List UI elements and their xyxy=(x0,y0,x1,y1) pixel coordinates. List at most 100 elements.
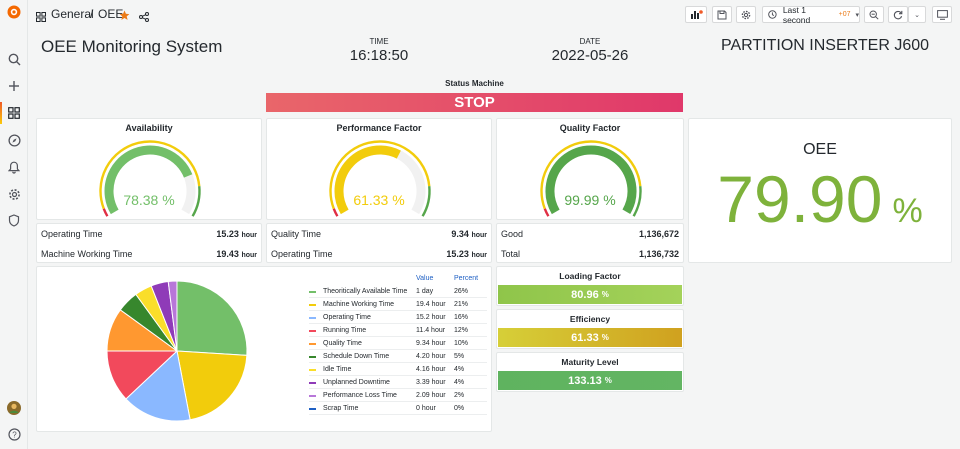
legend-color-swatch xyxy=(309,304,316,306)
chevron-down-icon: ⌄ xyxy=(914,11,920,19)
pie-slice xyxy=(125,350,191,422)
legend-label: Running Time xyxy=(323,327,367,334)
user-avatar[interactable] xyxy=(6,400,22,416)
gauge-threshold-green xyxy=(191,186,201,217)
legend-percent: 4% xyxy=(454,366,465,373)
legend-percent: 12% xyxy=(454,327,469,334)
legend-label: Scrap Time xyxy=(323,405,359,412)
good-value: 1,136,672 xyxy=(638,229,679,239)
legend-label: Operating Time xyxy=(323,314,371,321)
legend-color-swatch xyxy=(309,330,316,332)
clock-icon xyxy=(768,10,777,19)
loading-factor-value: 80.96 xyxy=(571,288,599,301)
sidebar-active-indicator xyxy=(0,102,2,124)
dashboards-grid-icon[interactable] xyxy=(36,9,46,27)
star-icon[interactable] xyxy=(119,8,130,26)
explore-compass-icon[interactable] xyxy=(6,132,22,148)
legend-item[interactable]: Unplanned Downtime 3.39 hour 4% xyxy=(309,376,487,389)
efficiency-title: Efficiency xyxy=(569,314,611,324)
legend-item[interactable]: Scrap Time 0 hour 0% xyxy=(309,402,487,415)
availability-panel: Availability 78.38 % xyxy=(36,118,262,220)
legend-percent: 10% xyxy=(454,340,469,347)
pie-slice xyxy=(176,350,248,421)
zoom-out-button[interactable] xyxy=(864,6,884,23)
legend-item[interactable]: Operating Time 15.2 hour 16% xyxy=(309,311,487,324)
plus-icon[interactable] xyxy=(6,78,22,94)
legend-color-swatch xyxy=(309,382,316,384)
gauge-value-arc xyxy=(545,145,637,215)
legend-percent: 5% xyxy=(454,353,465,360)
breadcrumb-folder[interactable]: General xyxy=(51,7,94,21)
legend-label: Machine Working Time xyxy=(323,301,395,308)
efficiency-value: 61.33 xyxy=(571,331,599,344)
machine-name: PARTITION INSERTER J600 xyxy=(720,37,930,54)
pie-legend: Theoritically Available Time 1 day 26% Mach… xyxy=(309,285,489,420)
loading-factor-unit: % xyxy=(601,290,609,299)
tv-mode-button[interactable] xyxy=(932,6,952,23)
gauge-threshold-red xyxy=(332,208,339,217)
legend-color-swatch xyxy=(309,343,316,345)
save-dashboard-button[interactable] xyxy=(712,6,732,23)
help-icon[interactable]: ? xyxy=(6,426,22,442)
legend-value: 4.16 hour xyxy=(416,366,446,373)
oee-title: OEE xyxy=(803,141,837,158)
refresh-button[interactable] xyxy=(888,6,908,23)
legend-item[interactable]: Theoritically Available Time 1 day 26% xyxy=(309,285,487,298)
total-label: Total xyxy=(501,249,521,259)
refresh-interval-dropdown[interactable]: ⌄ xyxy=(908,6,926,23)
availability-gauge-value: 78.38 % xyxy=(123,192,175,208)
dashboards-icon[interactable] xyxy=(6,105,22,121)
quality-title: Quality Factor xyxy=(559,123,621,133)
legend-value: 1 day xyxy=(416,288,434,295)
pie-slice xyxy=(176,280,248,356)
time-value: 16:18:50 xyxy=(349,47,409,64)
quality-stats: Good 1,136,672 Total 1,136,732 xyxy=(496,223,684,263)
good-label: Good xyxy=(501,229,524,239)
legend-item[interactable]: Running Time 11.4 hour 12% xyxy=(309,324,487,337)
quality-time-value: 9.34 hour xyxy=(451,229,487,239)
share-icon[interactable] xyxy=(139,9,149,27)
alerting-bell-icon[interactable] xyxy=(6,159,22,175)
loading-factor-title: Loading Factor xyxy=(559,271,621,281)
breadcrumb-dashboard[interactable]: OEE xyxy=(98,7,124,21)
gauge-threshold-green xyxy=(421,186,431,217)
legend-value: 4.20 hour xyxy=(416,353,446,360)
search-icon[interactable] xyxy=(6,51,22,67)
time-label: TIME xyxy=(369,37,389,46)
legend-color-swatch xyxy=(309,369,316,371)
loading-factor-panel: Loading Factor 80.96% xyxy=(496,266,684,306)
machine-working-time-label: Machine Working Time xyxy=(41,249,133,259)
time-breakdown-pie xyxy=(106,280,248,422)
date-value: 2022-05-26 xyxy=(551,47,629,64)
loading-factor-bar: 80.96% xyxy=(498,285,682,304)
legend-value: 9.34 hour xyxy=(416,340,446,347)
legend-percent: 0% xyxy=(454,405,465,412)
legend-label: Performance Loss Time xyxy=(323,392,397,399)
availability-title: Availability xyxy=(125,123,173,133)
availability-gauge xyxy=(99,140,201,217)
legend-label: Unplanned Downtime xyxy=(323,379,390,386)
performance-panel: Performance Factor 61.33 % xyxy=(266,118,492,220)
legend-label: Quality Time xyxy=(323,340,362,347)
legend-item[interactable]: Schedule Down Time 4.20 hour 5% xyxy=(309,350,487,363)
gauge-threshold-green xyxy=(632,186,642,217)
time-range-label: Last 1 second xyxy=(782,4,811,25)
operating-time-label: Operating Time xyxy=(41,229,103,239)
gauge-value-arc xyxy=(334,145,401,215)
legend-color-swatch xyxy=(309,291,316,293)
legend-item[interactable]: Performance Loss Time 2.09 hour 2% xyxy=(309,389,487,402)
grafana-logo-icon[interactable] xyxy=(6,4,22,20)
time-range-picker[interactable]: Last 1 second +07 ▾ xyxy=(762,4,860,25)
legend-item[interactable]: Machine Working Time 19.4 hour 21% xyxy=(309,298,487,311)
legend-value: 3.39 hour xyxy=(416,379,446,386)
add-panel-button[interactable] xyxy=(685,6,707,23)
oee-value: 79.90 xyxy=(717,162,883,236)
legend-item[interactable]: Quality Time 9.34 hour 10% xyxy=(309,337,487,350)
quality-gauge xyxy=(540,140,642,217)
settings-gear-icon[interactable] xyxy=(6,186,22,202)
dashboard-settings-button[interactable] xyxy=(736,6,756,23)
legend-value: 15.2 hour xyxy=(416,314,446,321)
shield-icon[interactable] xyxy=(6,212,22,228)
efficiency-bar: 61.33% xyxy=(498,328,682,347)
legend-item[interactable]: Idle Time 4.16 hour 4% xyxy=(309,363,487,376)
